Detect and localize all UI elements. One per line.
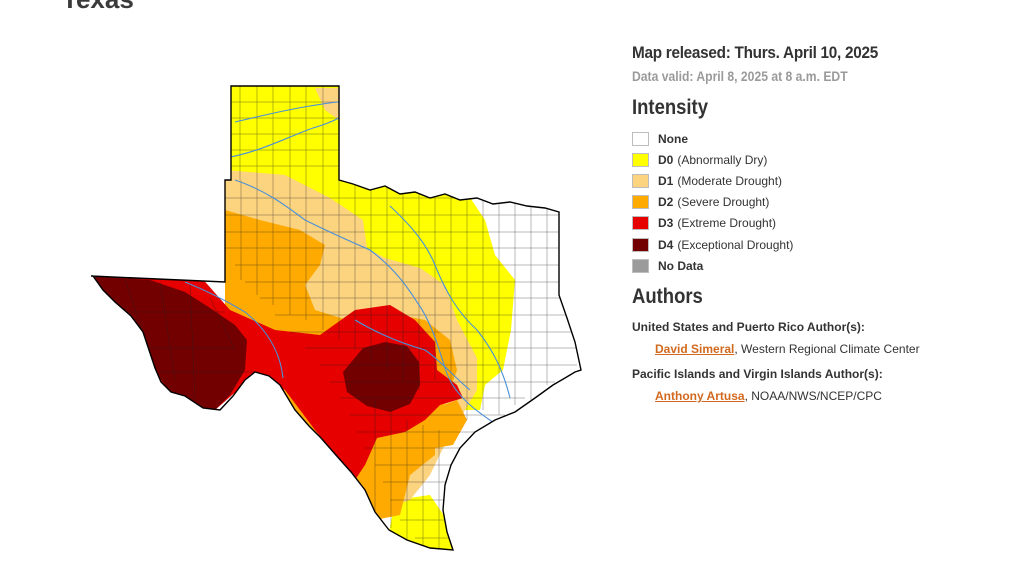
legend-swatch — [632, 173, 649, 188]
legend-code: None — [658, 131, 688, 146]
legend-desc: (Severe Drought) — [677, 195, 770, 210]
map-d1-north — [315, 88, 339, 120]
author-line-pacific: Anthony Artusa, NOAA/NWS/NCEP/CPC — [632, 389, 1012, 403]
legend-swatch — [632, 131, 649, 146]
author-group-title-us: United States and Puerto Rico Author(s): — [632, 320, 865, 335]
county-grid — [124, 86, 579, 550]
legend-item-d2: D2 (Severe Drought) — [632, 192, 1012, 213]
intensity-heading: Intensity — [632, 96, 708, 119]
drought-map — [85, 80, 590, 555]
legend-code: D3 — [658, 216, 674, 231]
rio-grande-river — [184, 281, 284, 379]
legend-item-none: None — [632, 128, 1012, 149]
map-d4-west — [91, 275, 247, 410]
legend-swatch — [632, 152, 649, 167]
legend-item-d0: D0 (Abnormally Dry) — [632, 149, 1012, 170]
map-released-date: Map released: Thurs. April 10, 2025 — [632, 43, 878, 62]
map-d2-coast — [430, 400, 467, 448]
author-line-us: David Simeral, Western Regional Climate … — [632, 342, 1012, 356]
legend-swatch — [632, 195, 649, 210]
authors-heading: Authors — [632, 285, 703, 309]
trinity-river — [389, 205, 511, 399]
author-group-title-pacific: Pacific Islands and Virgin Islands Autho… — [632, 367, 883, 382]
legend-desc: (Exceptional Drought) — [677, 237, 794, 252]
brazos-river — [234, 179, 498, 426]
legend-item-d4: D4 (Exceptional Drought) — [632, 234, 1012, 255]
legend-code: D4 — [658, 237, 674, 252]
legend-desc: (Moderate Drought) — [677, 173, 783, 188]
legend-swatch — [632, 237, 649, 252]
author-link-david-simeral[interactable]: David Simeral — [655, 342, 735, 357]
canadian-river — [224, 117, 340, 159]
legend-swatch — [632, 216, 649, 231]
red-river — [234, 101, 340, 123]
author-link-anthony-artusa[interactable]: Anthony Artusa — [655, 389, 745, 404]
legend-swatch — [632, 258, 649, 273]
legend-code: D1 — [658, 173, 674, 188]
legend-desc: (Abnormally Dry) — [677, 152, 768, 167]
legend-item-d1: D1 (Moderate Drought) — [632, 170, 1012, 191]
colorado-river — [354, 319, 471, 391]
data-valid-date: Data valid: April 8, 2025 at 8 a.m. EDT — [632, 69, 848, 84]
info-panel: Map released: Thurs. April 10, 2025 Data… — [632, 43, 1012, 403]
author-affiliation: , Western Regional Climate Center — [734, 342, 920, 357]
author-affiliation: , NOAA/NWS/NCEP/CPC — [744, 389, 882, 404]
legend-code: No Data — [658, 258, 704, 273]
legend-code: D2 — [658, 195, 674, 210]
legend-item-d3: D3 (Extreme Drought) — [632, 213, 1012, 234]
rivers — [184, 101, 511, 426]
intensity-legend: None D0 (Abnormally Dry) D1 (Moderate Dr… — [632, 128, 1012, 276]
legend-item-no-data: No Data — [632, 255, 1012, 276]
legend-code: D0 — [658, 152, 674, 167]
legend-desc: (Extreme Drought) — [677, 216, 777, 231]
page-title: Texas — [62, 0, 134, 15]
map-d4-central — [343, 342, 420, 412]
